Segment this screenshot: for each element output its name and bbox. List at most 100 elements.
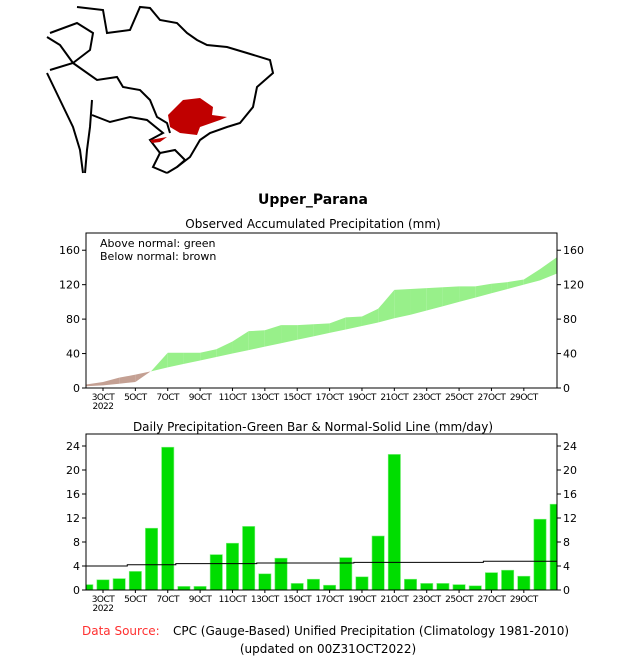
accum-anomaly-segment: [491, 282, 508, 294]
map-coastline-east: [76, 5, 275, 174]
updated-text: (updated on 00Z31OCT2022): [240, 642, 416, 656]
accum-anomaly-segment: [507, 279, 524, 289]
x-tick-label: 19OCT: [348, 393, 377, 403]
x-tick-label: 15OCT: [283, 595, 312, 605]
accum-anomaly-segment: [378, 289, 395, 323]
y-tick-label-right: 120: [563, 279, 584, 292]
y-tick-label-right: 40: [563, 348, 577, 361]
x-tick-label: 13OCT: [251, 595, 280, 605]
x-tick-label: 17OCT: [316, 393, 345, 403]
map-border-paraguay: [91, 114, 168, 174]
x-tick-label: 5OCT: [124, 595, 148, 605]
x-tick-label: 29OCT: [510, 595, 539, 605]
y-tick-label-right: 24: [563, 440, 577, 453]
daily-bar: [355, 576, 369, 590]
map-border-uruguay: [159, 148, 187, 168]
y-tick-label-left: 80: [66, 313, 80, 326]
accum-anomaly-segment: [345, 316, 362, 330]
x-tick-label: 5OCT: [124, 393, 148, 403]
accum-anomaly-segment: [297, 324, 314, 340]
daily-bar: [533, 518, 547, 590]
x-tick-label: 21OCT: [380, 595, 409, 605]
daily-bar: [501, 569, 515, 590]
y-tick-label-left: 20: [66, 464, 80, 477]
x-tick-label: 25OCT: [445, 595, 474, 605]
x-tick-label: 27OCT: [478, 595, 507, 605]
y-tick-label-right: 80: [563, 313, 577, 326]
region-map: [46, 5, 275, 174]
x-year-label: 2022: [93, 604, 114, 614]
accum-anomaly-segment: [475, 283, 492, 298]
accum-anomaly-segment: [150, 370, 152, 372]
accum-anomaly-segment: [167, 352, 184, 368]
x-tick-label: 3OCT: [92, 595, 116, 605]
daily-bar: [452, 584, 466, 590]
accum-chart: 0 0 40 40 80 80 120 120 160 160 3OCT 5OCT 7OCT 9OCT 11…: [59, 232, 584, 412]
data-source-text: CPC (Gauge-Based) Unified Precipitation …: [173, 624, 569, 638]
daily-chart: 0 0 4 4 8 8 12 12 16 16 20 20 24 24 3OCT 5OCT 7OCT 9OCT 11…: [66, 433, 577, 614]
daily-bar: [258, 573, 272, 590]
map-border-north2: [46, 36, 75, 71]
x-tick-label: 15OCT: [283, 393, 312, 403]
x-tick-label: 21OCT: [380, 393, 409, 403]
daily-bar: [484, 572, 498, 590]
daily-bar: [112, 578, 126, 590]
x-year-label: 2022: [93, 402, 114, 412]
y-tick-label-left: 0: [73, 584, 80, 597]
accum-chart-title: Observed Accumulated Precipitation (mm): [185, 217, 440, 231]
accum-anomaly-segment: [523, 269, 541, 285]
x-tick-label: 13OCT: [251, 393, 280, 403]
x-tick-label: 7OCT: [156, 595, 180, 605]
daily-bar: [96, 579, 110, 590]
basin-title: Upper_Parana: [258, 192, 368, 208]
y-tick-label-right: 0: [563, 382, 570, 395]
y-tick-label-left: 16: [66, 488, 80, 501]
daily-bar: [226, 542, 239, 590]
accum-anomaly-segment: [151, 352, 168, 372]
daily-bar: [193, 586, 207, 590]
accum-anomaly-segment: [102, 377, 120, 386]
daily-bar: [404, 578, 417, 590]
daily-bar: [242, 526, 256, 590]
x-tick-label: 27OCT: [478, 393, 507, 403]
daily-bar: [274, 557, 288, 590]
y-tick-label-right: 12: [563, 512, 577, 525]
accum-anomaly-segment: [394, 288, 411, 319]
x-tick-label: 11OCT: [219, 393, 248, 403]
accum-anomaly-segment: [329, 317, 346, 333]
plot-frame: [85, 232, 558, 389]
plot-frame: [85, 433, 558, 591]
daily-bar: [161, 446, 175, 590]
y-tick-label-right: 8: [563, 536, 570, 549]
accum-anomaly-segment: [410, 288, 427, 315]
x-tick-label: 29OCT: [510, 393, 539, 403]
accum-anomaly-segment: [426, 287, 443, 311]
daily-bar: [209, 554, 223, 590]
daily-bar: [420, 583, 434, 590]
legend-below: Below normal: brown: [100, 250, 216, 263]
accum-anomaly-segment: [216, 341, 233, 357]
accum-anomaly-segment: [200, 349, 217, 361]
accum-anomaly-segment: [442, 286, 460, 307]
x-tick-label: 23OCT: [413, 595, 442, 605]
accum-anomaly-segment: [135, 371, 151, 382]
basin-region-strip: [150, 137, 167, 143]
legend-above: Above normal: green: [100, 237, 216, 250]
daily-bar: [468, 585, 482, 590]
y-tick-label-left: 120: [59, 279, 80, 292]
x-tick-label: 25OCT: [445, 393, 474, 403]
daily-bar: [145, 527, 159, 590]
y-tick-label-right: 16: [563, 488, 577, 501]
accum-anomaly-segment: [183, 352, 201, 364]
y-tick-label-left: 0: [73, 382, 80, 395]
y-tick-label-left: 4: [73, 560, 80, 573]
bars: [86, 446, 557, 590]
daily-bar: [517, 575, 531, 590]
y-tick-label-right: 160: [563, 244, 584, 257]
x-tick-label: 7OCT: [156, 393, 180, 403]
y-tick-label-left: 8: [73, 536, 80, 549]
accum-anomaly-segment: [248, 330, 265, 351]
x-tick-label: 19OCT: [348, 595, 377, 605]
x-tick-label: 23OCT: [413, 393, 442, 403]
